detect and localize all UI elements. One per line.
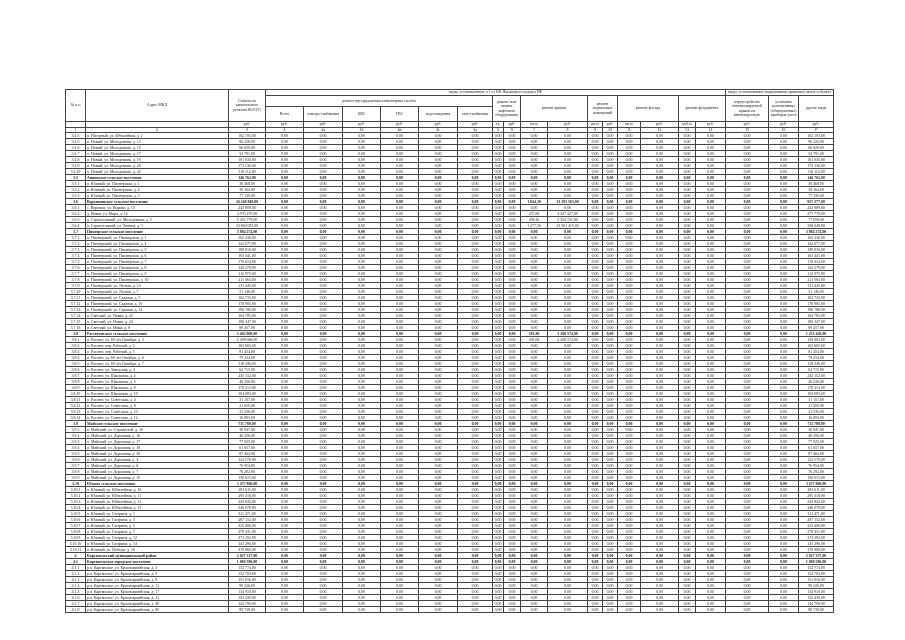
foundation-volume-cell: 0,00: [678, 606, 696, 614]
header-system-col: Всего: [265, 106, 304, 122]
lift-cost-cell: 0,00: [503, 606, 521, 614]
table-row: 3.8.10 п. Рассвет, ул. Школьная, д. 10 104…: [65, 390, 835, 398]
header-system-col: электро-снабжения: [303, 106, 343, 122]
table-row: 4.1.4 р.п. Каргаполье, ул. Красноармейска…: [65, 582, 835, 590]
basement-area-cell: 0,00: [587, 606, 603, 614]
table-row: 3.10.5 п. Южный, ул. Гагарина, д. 1 311 47…: [65, 510, 835, 518]
system-cost-cell: 0,00: [380, 606, 419, 614]
system-cost-cell: 0,00: [457, 606, 493, 614]
system-cost-cell: 0,00: [418, 606, 458, 614]
table-row: 3.9.8 п. Майский, ул. Дорожная, д. 7 76 29…: [65, 468, 835, 476]
table-subtotal-row: 3.5 Аннинское сельское поселение 146 762,0…: [65, 174, 835, 182]
other-works-cell: 89 738,00: [798, 606, 835, 614]
table-row: 3.10.4 п. Южный, ул. Юбилейная, д. 13 346 …: [65, 504, 835, 512]
table-row: 3.7.2 п. Пионерский, ул. Пионерская, д. 4…: [65, 240, 835, 248]
header-system-col: водоотведения: [418, 106, 458, 122]
roof-cost-cell: 0,00: [547, 606, 588, 614]
header-col17: другие виды: [798, 95, 835, 122]
row-number: 4.1.8: [65, 606, 86, 614]
table-row: 3.4.8 п. Новый, ул. Молодежная, д. 19 101 …: [65, 156, 835, 164]
lift-units-cell: 0,00: [492, 606, 504, 614]
table-row: 3.8.8 п. Рассвет, ул. Школьная, д. 6 40 23…: [65, 378, 835, 386]
table-row: 3.6.4 п. Строительный, ул. Ленина, д. 1 23…: [65, 222, 835, 230]
table-row: 4.1.3 р.п. Каргаполье, ул. Красноармейска…: [65, 576, 835, 584]
table-row: 3.8.12 п. Рассвет, ул. Советская, д. 8 21 …: [65, 402, 835, 410]
table-row: 3.8.5 п. Рассвет, ул. 60 лет Октября, д. …: [65, 360, 835, 368]
header-num: № п.п: [65, 89, 86, 122]
table-row: 3.9.3 п. Майский, ул. Дорожная, д. 17 77 9…: [65, 438, 835, 446]
table-row: 3.9.7 п. Майский, ул. Дорожная, д. 6 76 95…: [65, 462, 835, 470]
system-cost-cell: 0,00: [342, 606, 381, 614]
header-col16: установка коллективных (общедомовых) при…: [768, 95, 800, 122]
capital-repair-table-container: № п.п Адрес МКД Стоимость капитального р…: [65, 89, 835, 614]
table-row: 3.4.7 п. Новый, ул. Молодежная, д. 17 54 7…: [65, 150, 835, 158]
table-row: 4.1.8 р.п. Каргаполье, ул. Красноармейска…: [65, 606, 835, 614]
table-row: 3.9.2 п. Майский, ул. Дорожная, д. 16 46 3…: [65, 432, 835, 440]
header-foundation: ремонт фундамента: [677, 95, 727, 122]
table-row: 3.7.6 п. Пионерский, ул. Пионерская, д. 8…: [65, 264, 835, 272]
header-lift: ремонт или замена лифтового оборудования: [492, 95, 521, 122]
table-row: 3.4.10 п. Новый, ул. Молодежная, д. 22 116…: [65, 168, 835, 176]
table-row: 3.7.11 п. Пионерский, ул. Садовая, д. 5 10…: [65, 294, 835, 302]
table-row: 3.9.9 п. Майский, ул. Дорожная, д. 15 130 …: [65, 474, 835, 482]
table-row: 3.5.1 п. Южный, ул. Пионерская, д. 1 30 46…: [65, 180, 835, 188]
system-cost-cell: 0,00: [265, 606, 304, 614]
table-row: 3.8.9 п. Рассвет, ул. Школьная, д. 8 178 2…: [65, 384, 835, 392]
col16-cell: 0,00: [768, 606, 800, 614]
table-row: 3.7.5 п. Пионерский, ул. Пионерская, д. 7…: [65, 258, 835, 266]
header-roof: ремонт крыши: [520, 95, 588, 122]
unit-cell: руб.: [694, 121, 727, 128]
table-row: 3.6.2 д. Новая, ул. Мира, д. 14 4 705 197,…: [65, 210, 835, 218]
header-system-col: газо-снабжения: [457, 106, 493, 122]
header-total-cost: Стоимость капитального ремонта ВСЕГО: [228, 89, 266, 122]
system-cost-cell: 0,00: [303, 606, 343, 614]
capital-repair-table: № п.п Адрес МКД Стоимость капитального р…: [65, 89, 835, 614]
table-subtotal-row: 3.8 Рассветовское сельское поселение 3 462…: [65, 330, 835, 338]
facade-area-cell: 0,00: [617, 606, 641, 614]
table-row: 4.1.6 р.п. Каргаполье, ул. Красноармейска…: [65, 594, 835, 602]
facade-cost-cell: 0,00: [640, 606, 679, 614]
header-facade: ремонт фасада: [617, 95, 679, 122]
table-row: 3.4.3 п. Нагорный, ул. Юбилейная, д. 2 102…: [65, 132, 835, 140]
header-address: Адрес МКД: [85, 89, 229, 122]
header-basement: ремонт подвальных помещений: [587, 95, 618, 122]
table-row: 4.1.2 р.п. Каргаполье, ул. Красноармейска…: [65, 570, 835, 578]
table-row: 3.5.2 п. Южный, ул. Пионерская, д. 2 39 16…: [65, 186, 835, 194]
table-row: 4.1.1 р.п. Каргаполье, ул. Красноармейска…: [65, 564, 835, 572]
unit-cell: руб.: [798, 121, 835, 128]
col15-cell: 0,00: [725, 606, 770, 614]
table-subtotal-row: 4 Каргапольский муниципальный район 2 627 …: [65, 552, 835, 560]
roof-area-cell: 0,00: [520, 606, 548, 614]
header-system-col: ГВС: [380, 106, 419, 122]
row-address: р.п. Каргаполье, ул. Красноармейская, д.…: [85, 606, 229, 614]
table-row: 3.7.14 п. Светлый, ул. Новая, д. 22 164 78…: [65, 312, 835, 320]
foundation-cost-cell: 0,00: [694, 606, 727, 614]
header-engineering-systems: ремонт внутридомовых инженерных систем: [265, 95, 493, 107]
header-system-col: ХВС: [342, 106, 381, 122]
basement-cost-cell: 0,00: [602, 606, 618, 614]
table-row: 3.10.9 п. Южный, ул. Гагарина, д. 12 373 2…: [65, 534, 835, 542]
row-total-cost: 89 738,00: [228, 606, 266, 614]
header-col15: переустройство невентилируемой крыши на …: [725, 95, 770, 122]
